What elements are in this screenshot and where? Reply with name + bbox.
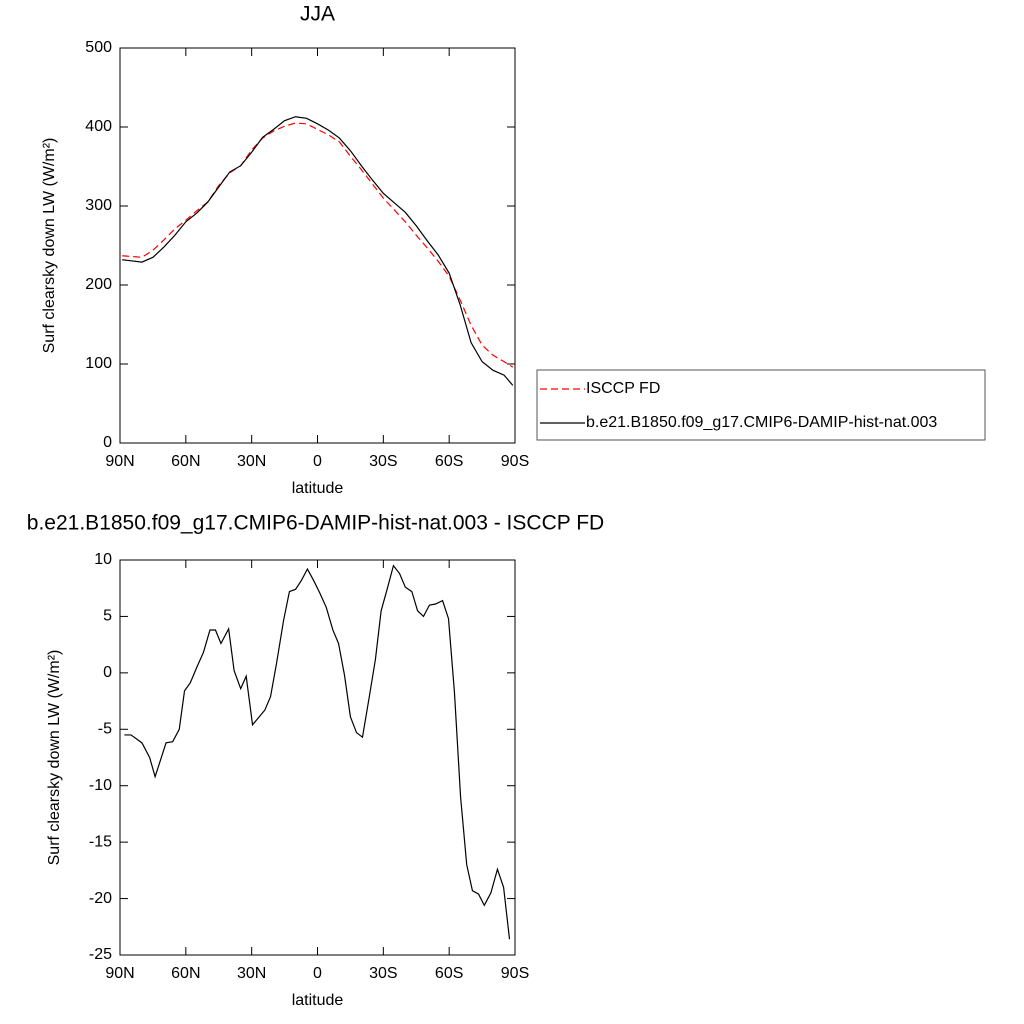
y-tick-label: -5 (98, 721, 112, 738)
plot-frame (119, 47, 516, 444)
y-tick-label: 0 (103, 434, 112, 451)
y-axis-label: Surf clearsky down LW (W/m²) (41, 138, 58, 354)
y-tick-label: 400 (85, 118, 112, 135)
x-tick-label: 90S (501, 965, 529, 982)
y-tick-label: -10 (89, 777, 112, 794)
legend-label: ISCCP FD (586, 380, 660, 397)
y-tick-label: -15 (89, 833, 112, 850)
chart-title: JJA (300, 3, 335, 26)
x-tick-label: 60N (171, 965, 200, 982)
chart-title: b.e21.B1850.f09_g17.CMIP6-DAMIP-hist-nat… (27, 512, 604, 535)
y-axis-label: Surf clearsky down LW (W/m²) (46, 650, 63, 866)
y-tick-label: -25 (89, 946, 112, 963)
y-tick-label: 10 (94, 551, 112, 568)
x-tick-label: 30N (237, 453, 266, 470)
y-tick-label: 100 (85, 355, 112, 372)
x-axis-label: latitude (292, 480, 344, 497)
data-line (124, 564, 511, 940)
y-tick-label: 200 (85, 276, 112, 293)
y-tick-label: 500 (85, 39, 112, 56)
x-tick-label: 90N (105, 453, 134, 470)
x-axis-label: latitude (292, 992, 344, 1009)
plot-frame (119, 559, 516, 956)
x-tick-label: 30N (237, 965, 266, 982)
x-tick-label: 60S (435, 453, 463, 470)
x-tick-label: 0 (313, 453, 322, 470)
x-tick-label: 90N (105, 965, 134, 982)
y-tick-label: 5 (103, 608, 112, 625)
legend-box (536, 369, 986, 441)
x-tick-label: 30S (369, 965, 397, 982)
x-tick-label: 60S (435, 965, 463, 982)
x-tick-label: 30S (369, 453, 397, 470)
x-tick-label: 90S (501, 453, 529, 470)
data-line (122, 116, 514, 386)
y-tick-label: -20 (89, 890, 112, 907)
legend-label: b.e21.B1850.f09_g17.CMIP6-DAMIP-hist-nat… (586, 414, 937, 431)
x-tick-label: 60N (171, 453, 200, 470)
data-line (122, 122, 514, 368)
x-tick-label: 0 (313, 965, 322, 982)
y-tick-label: 300 (85, 197, 112, 214)
y-tick-label: 0 (103, 664, 112, 681)
